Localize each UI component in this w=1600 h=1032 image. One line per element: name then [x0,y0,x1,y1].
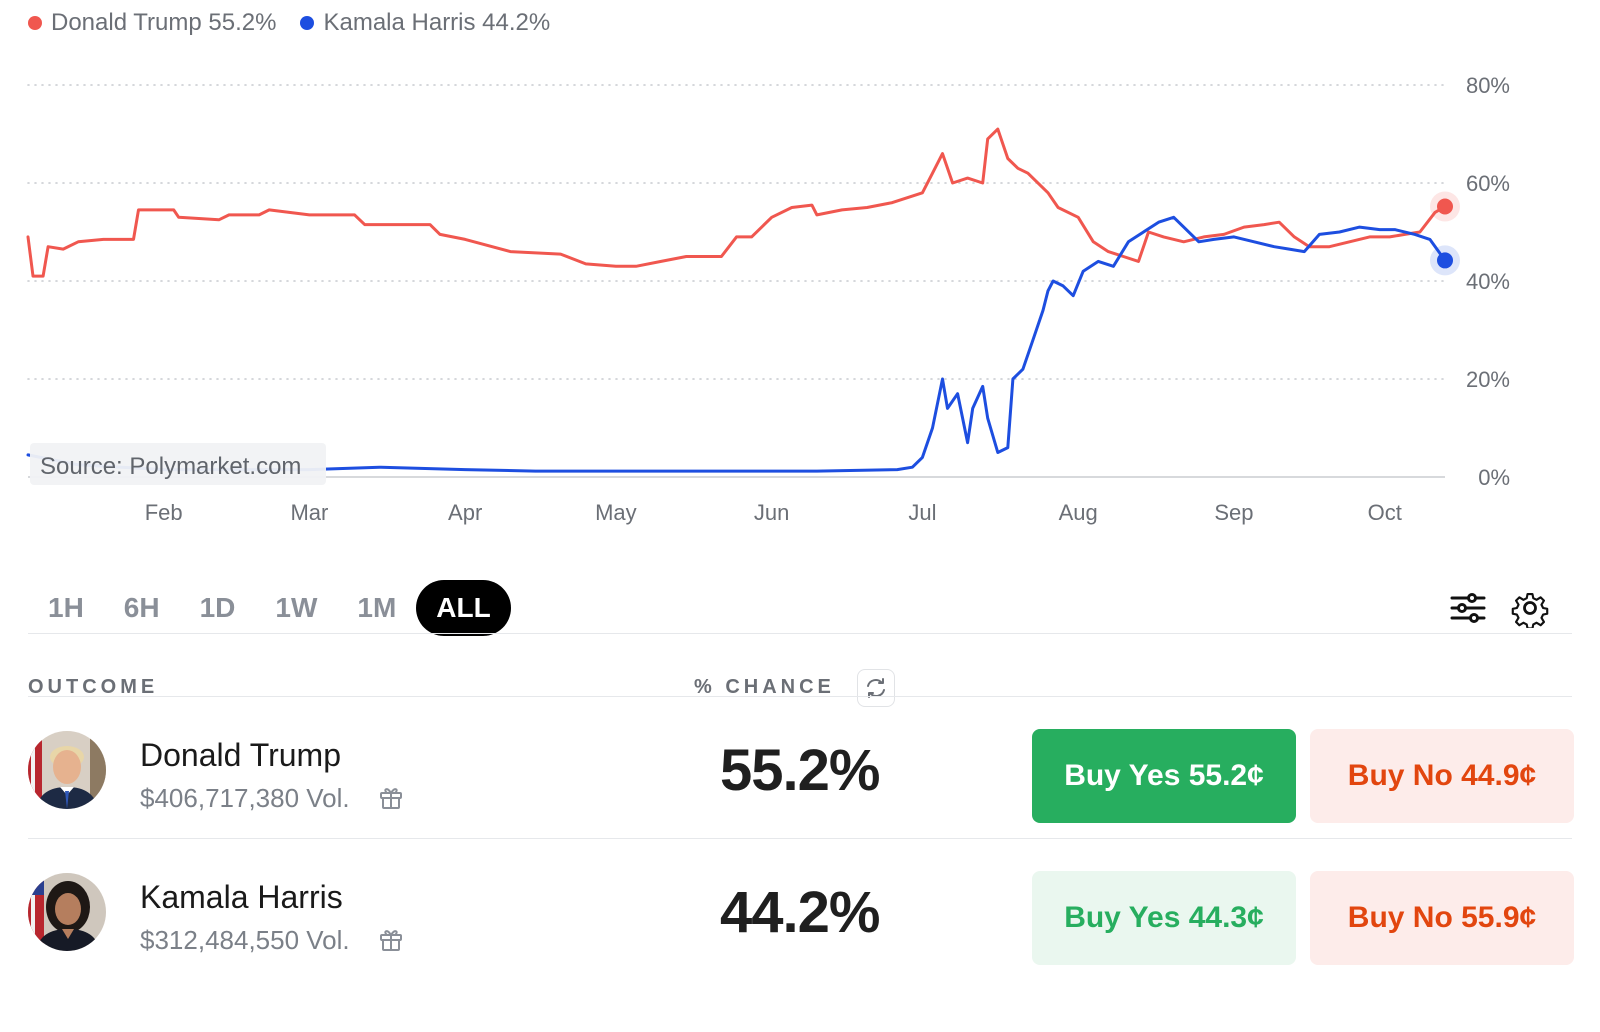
gift-icon[interactable] [377,783,405,811]
legend-label-harris: Kamala Harris 44.2% [323,9,551,36]
y-tick-label: 60% [1466,171,1510,196]
probability-chart[interactable]: 0% 20% 40% 60% 80% Feb Mar Apr May Jun Jul Aug Sep O… [0,50,1600,550]
outcome-column-header: OUTCOME [28,676,159,698]
x-tick-label: Jun [754,500,789,525]
chart-series [26,127,1460,473]
legend-item-harris: Kamala Harris 44.2% [300,9,550,37]
source-watermark: Source: Polymarket.com [30,443,326,485]
legend-label-trump: Donald Trump 55.2% [51,9,277,36]
x-tick-label: Oct [1368,500,1402,525]
outcome-row-harris: Kamala Harris $312,484,550 Vol. 44.2% Bu… [28,839,1574,979]
x-tick-label: Feb [145,500,183,525]
portrait-trump [28,731,106,809]
buy-yes-button-harris[interactable]: Buy Yes 44.3¢ [1032,871,1296,965]
timeframe-1h[interactable]: 1H [48,592,84,623]
chart-legend: Donald Trump 55.2% Kamala Harris 44.2% [28,8,574,38]
chance-harris: 44.2% [720,880,880,945]
y-tick-label: 80% [1466,73,1510,98]
x-tick-label: Mar [290,500,328,525]
buy-no-button-harris[interactable]: Buy No 55.9¢ [1310,871,1574,965]
x-tick-label: Aug [1059,500,1098,525]
x-tick-label: Sep [1214,500,1253,525]
sliders-icon[interactable] [1448,588,1488,628]
candidate-volume-trump: $406,717,380 Vol. [140,783,350,813]
endpoint-dot-kamala-harris [1437,252,1453,269]
candidate-name-trump: Donald Trump [140,737,341,773]
refresh-button[interactable] [857,669,895,707]
y-axis-labels: 0% 20% 40% 60% 80% [1466,73,1510,490]
candidate-name-harris: Kamala Harris [140,879,343,915]
chance-trump: 55.2% [720,738,880,803]
avatar-trump [28,731,106,809]
divider-rows [28,838,1572,839]
refresh-icon [867,678,885,698]
gift-icon[interactable] [377,925,405,953]
y-tick-label: 20% [1466,367,1510,392]
divider-header [28,696,1572,697]
chart-tools [1426,588,1550,628]
legend-dot-harris [300,16,315,30]
timeframe-all[interactable]: ALL [416,580,511,636]
chart-grid [27,84,1446,478]
legend-item-trump: Donald Trump 55.2% [28,9,276,37]
avatar-harris [28,873,106,951]
timeframe-selector: 1H 6H 1D 1W 1M ALL [28,580,511,636]
timeframe-1m[interactable]: 1M [357,592,397,623]
x-tick-label: Apr [448,500,482,525]
x-tick-label: Jul [908,500,936,525]
gear-icon[interactable] [1510,588,1550,628]
timeframe-6h[interactable]: 6H [123,592,160,623]
legend-dot-trump [28,16,42,30]
series-line-kamala-harris [26,215,1447,473]
endpoint-dot-donald-trump [1437,198,1453,215]
y-tick-label: 40% [1466,269,1510,294]
buy-yes-button-trump[interactable]: Buy Yes 55.2¢ [1032,729,1296,823]
source-watermark-bg [30,443,326,485]
timeframe-1d[interactable]: 1D [199,592,236,623]
y-tick-label: 0% [1478,465,1510,490]
x-tick-label: May [595,500,637,525]
x-axis-labels: Feb Mar Apr May Jun Jul Aug Sep Oct [145,500,1402,525]
source-watermark-text: Source: Polymarket.com [40,453,301,480]
portrait-harris [28,873,106,951]
chance-column-header: % CHANCE [694,676,835,698]
outcome-row-trump: Donald Trump $406,717,380 Vol. 55.2% Buy… [28,697,1574,837]
divider-top [28,633,1572,634]
series-line-donald-trump [26,127,1447,278]
candidate-volume-harris: $312,484,550 Vol. [140,925,350,955]
buy-no-button-trump[interactable]: Buy No 44.9¢ [1310,729,1574,823]
timeframe-1w[interactable]: 1W [275,592,318,623]
